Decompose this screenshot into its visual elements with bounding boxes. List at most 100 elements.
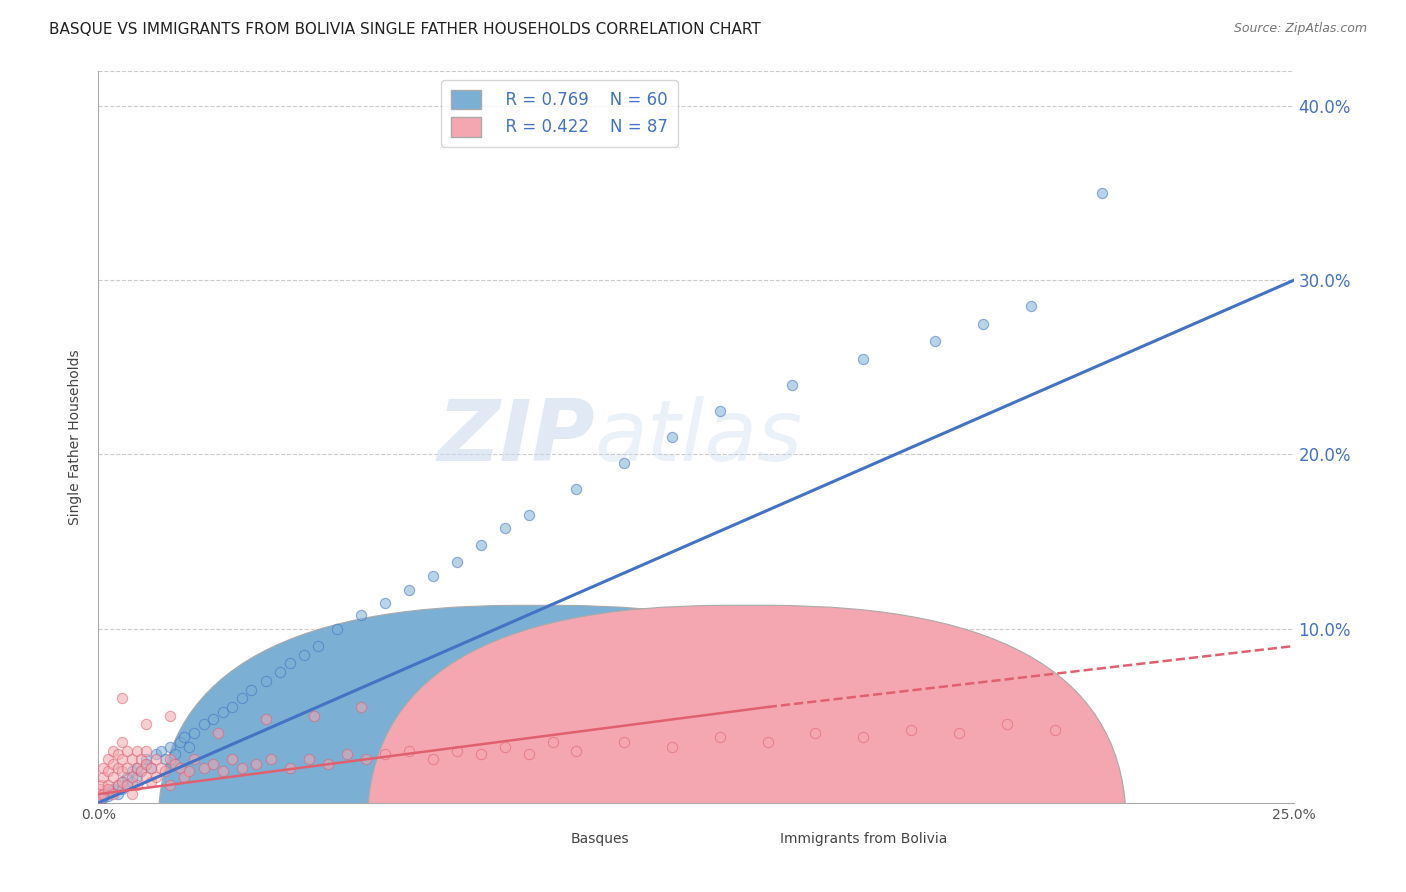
Point [97, 778, 120, 792]
Point [91, 787, 114, 801]
Text: atlas: atlas [595, 395, 803, 479]
Y-axis label: Single Father Households: Single Father Households [69, 350, 83, 524]
Point [336, 747, 359, 761]
Point [374, 595, 396, 609]
Point [207, 726, 229, 740]
Point [446, 556, 468, 570]
Point [159, 740, 181, 755]
Point [202, 712, 225, 726]
Point [541, 735, 564, 749]
Point [91, 778, 114, 792]
Point [115, 761, 138, 775]
Point [101, 787, 124, 801]
Point [183, 752, 205, 766]
Point [135, 757, 157, 772]
Point [145, 747, 167, 761]
Point [183, 726, 205, 740]
Point [135, 757, 157, 772]
Point [169, 735, 191, 749]
Point [101, 785, 124, 799]
Point [111, 752, 134, 766]
Point [97, 781, 120, 796]
Point [709, 730, 731, 744]
Point [231, 691, 253, 706]
Point [202, 757, 225, 772]
Point [121, 764, 143, 779]
Point [111, 691, 134, 706]
Point [470, 538, 492, 552]
Point [155, 764, 177, 779]
Point [125, 778, 148, 792]
Point [398, 743, 420, 757]
Point [852, 351, 875, 366]
Point [159, 778, 181, 792]
Point [446, 743, 468, 757]
Point [254, 712, 277, 726]
Point [292, 648, 315, 662]
Point [163, 747, 186, 761]
Point [115, 778, 138, 792]
Point [972, 317, 994, 331]
Point [350, 700, 373, 714]
Point [756, 735, 779, 749]
Point [173, 730, 195, 744]
Point [131, 752, 153, 766]
Point [900, 723, 922, 737]
Point [91, 761, 114, 775]
Point [111, 775, 134, 789]
Point [179, 740, 201, 755]
Point [398, 583, 420, 598]
Point [169, 761, 191, 775]
Text: Basques: Basques [571, 832, 628, 847]
Point [298, 752, 321, 766]
Point [101, 743, 124, 757]
Point [1043, 723, 1066, 737]
Point [326, 622, 349, 636]
Point [107, 761, 129, 775]
Point [278, 761, 301, 775]
Point [163, 757, 186, 772]
Point [131, 764, 153, 779]
Point [139, 761, 162, 775]
Point [613, 735, 636, 749]
Point [135, 717, 157, 731]
Point [135, 752, 157, 766]
Point [240, 682, 263, 697]
Point [89, 781, 111, 796]
Point [852, 730, 875, 744]
Point [135, 770, 157, 784]
Point [125, 743, 148, 757]
Point [91, 787, 114, 801]
Text: ZIP: ZIP [437, 395, 595, 479]
Point [211, 764, 233, 779]
Point [97, 783, 120, 797]
Point [804, 726, 827, 740]
Point [97, 789, 120, 803]
Point [149, 761, 172, 775]
Point [1019, 300, 1042, 314]
Point [101, 781, 124, 796]
Point [89, 787, 111, 801]
Point [302, 708, 325, 723]
Point [125, 761, 148, 775]
Point [193, 761, 215, 775]
Point [101, 770, 124, 784]
Point [422, 569, 444, 583]
Point [1091, 186, 1114, 201]
Point [948, 726, 970, 740]
Point [111, 735, 134, 749]
Point [111, 775, 134, 789]
Point [125, 761, 148, 775]
Point [924, 334, 946, 349]
Point [107, 778, 129, 792]
Point [517, 747, 540, 761]
Point [179, 764, 201, 779]
Point [91, 770, 114, 784]
Point [90, 792, 112, 806]
Point [97, 764, 120, 779]
Point [90, 790, 112, 805]
Point [121, 787, 143, 801]
Point [354, 752, 377, 766]
Point [221, 752, 243, 766]
Point [374, 747, 396, 761]
